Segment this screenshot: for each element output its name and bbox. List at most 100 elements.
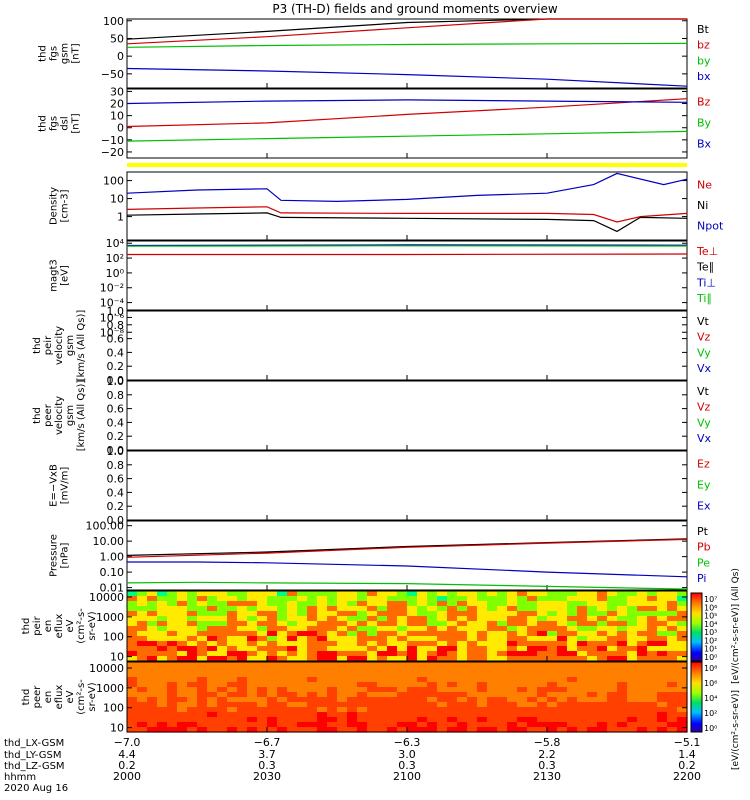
spectrogram-cell — [567, 651, 578, 657]
spectrogram-cell — [537, 682, 548, 688]
spectrogram-cell — [447, 646, 458, 652]
spectrogram-cell — [127, 687, 138, 693]
ytick-label: 0.4 — [107, 346, 125, 359]
spectrogram-cell — [377, 631, 388, 637]
spectrogram-cell — [647, 677, 658, 683]
spectrogram-cell — [427, 697, 438, 703]
spectrogram-cell — [347, 727, 358, 733]
spectrogram-cell — [397, 611, 408, 617]
spectrogram-cell — [177, 697, 188, 703]
spectrogram-cell — [237, 687, 248, 693]
spectrogram-cell — [197, 697, 208, 703]
spectrogram-cell — [647, 707, 658, 713]
spectrogram-cell — [427, 677, 438, 683]
spectrogram-cell — [547, 662, 558, 668]
spectrogram-cell — [597, 687, 608, 693]
spectrogram-cell — [607, 667, 618, 673]
spectrogram-cell — [457, 707, 468, 713]
spectrogram-cell — [247, 712, 258, 718]
spectrogram-cell — [207, 692, 218, 698]
spectrogram-cell — [287, 611, 298, 617]
spectrogram-cell — [527, 667, 538, 673]
spectrogram-cell — [187, 591, 198, 597]
ytick-label: 0.8 — [107, 389, 125, 402]
spectrogram-cell — [227, 606, 238, 612]
spectrogram-cell — [507, 677, 518, 683]
ylabel-line: fgs — [49, 46, 60, 61]
spectrogram-cell — [567, 717, 578, 723]
ytick-label: 1 — [117, 211, 124, 224]
spectrogram-cell — [587, 707, 598, 713]
spectrogram-cell — [427, 656, 438, 662]
legend-ey: Ey — [697, 479, 711, 492]
spectrogram-cell — [417, 621, 428, 627]
spectrogram-cell — [157, 677, 168, 683]
spectrogram-cell — [597, 727, 608, 733]
spectrogram-cell — [147, 636, 158, 642]
spectrogram-cell — [407, 611, 418, 617]
spectrogram-cell — [367, 677, 378, 683]
spectrogram-cell — [327, 646, 338, 652]
spectrogram-cell — [377, 601, 388, 607]
spectrogram-cell — [327, 687, 338, 693]
spectrogram-cell — [467, 601, 478, 607]
spectrogram-cell — [317, 651, 328, 657]
series-bz — [126, 18, 687, 45]
spectrogram-cell — [237, 677, 248, 683]
spectrogram-cell — [357, 662, 368, 668]
spectrogram-cell — [607, 702, 618, 708]
spectrogram-cell — [557, 616, 568, 622]
spectrogram-cell — [137, 641, 148, 647]
spectrogram-cell — [487, 656, 498, 662]
spectrogram-cell — [257, 601, 268, 607]
spectrogram-cell — [397, 651, 408, 657]
spectrogram-cell — [447, 616, 458, 622]
spectrogram-cell — [127, 662, 138, 668]
spectrogram-cell — [147, 682, 158, 688]
spectrogram-cell — [307, 707, 318, 713]
spectrogram-cell — [407, 677, 418, 683]
spectrogram-cell — [397, 646, 408, 652]
spectrogram-cell — [147, 667, 158, 673]
spectrogram-cell — [157, 697, 168, 703]
spectrogram-cell — [147, 727, 158, 733]
spectrogram-cell — [627, 672, 638, 678]
spectrogram-cell — [597, 616, 608, 622]
spectrogram-cell — [257, 621, 268, 627]
spectrogram-cell — [567, 697, 578, 703]
spectrogram-cell — [337, 692, 348, 698]
spectrogram-cell — [497, 687, 508, 693]
spectrogram-cell — [427, 651, 438, 657]
spectrogram-cell — [167, 631, 178, 637]
spectrogram-cell — [397, 621, 408, 627]
ylabel-line: gsm — [60, 43, 71, 64]
spectrogram-cell — [487, 672, 498, 678]
spectrogram-cell — [457, 697, 468, 703]
spectrogram-cell — [317, 697, 328, 703]
spectrogram-cell — [147, 697, 158, 703]
ytick-label: 100 — [103, 15, 124, 28]
spectrogram-cell — [187, 672, 198, 678]
spectrogram-cell — [257, 677, 268, 683]
spectrogram-cell — [387, 641, 398, 647]
spectrogram-cell — [247, 631, 258, 637]
spectrogram-cell — [657, 621, 668, 627]
spectrogram-cell — [567, 662, 578, 668]
spectrogram-cell — [577, 662, 588, 668]
spectrogram-cell — [587, 611, 598, 617]
spectrogram-cell — [227, 656, 238, 662]
spectrogram-cell — [377, 667, 388, 673]
spectrogram-cell — [177, 626, 188, 632]
spectrogram-cell — [237, 631, 248, 637]
spectrogram-cell — [217, 717, 228, 723]
spectrogram-cell — [157, 646, 168, 652]
spectrogram-cell — [617, 601, 628, 607]
spectrogram-cell — [677, 601, 688, 607]
spectrogram-cell — [657, 616, 668, 622]
spectrogram-cell — [287, 722, 298, 728]
legend-vy: Vy — [697, 346, 711, 359]
spectrogram-cell — [287, 687, 298, 693]
spectrogram-cell — [547, 611, 558, 617]
spectrogram-cell — [387, 717, 398, 723]
